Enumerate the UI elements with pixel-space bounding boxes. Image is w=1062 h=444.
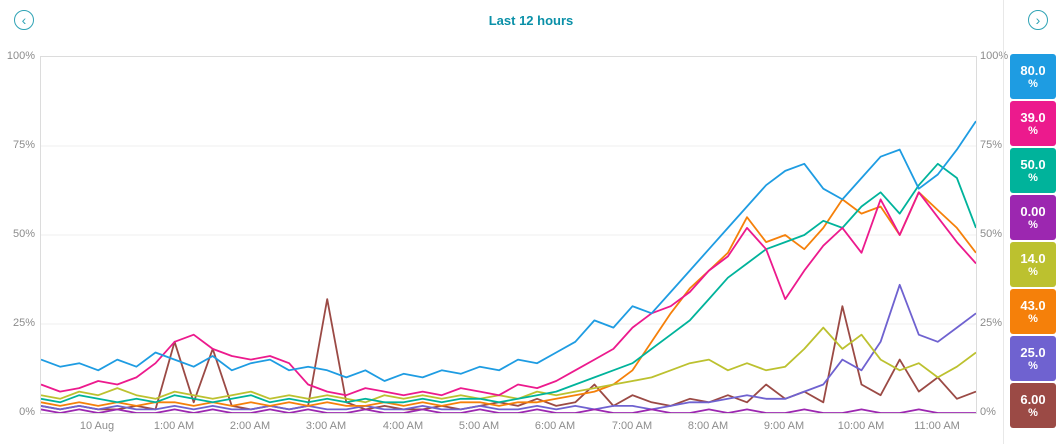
y-tick-label-left: 100%	[6, 50, 35, 62]
panel-divider	[1003, 0, 1004, 444]
y-tick-label-left: 75%	[12, 139, 35, 151]
legend-value: 39.0	[1020, 109, 1046, 125]
x-tick-label: 2:00 AM	[229, 420, 271, 432]
legend-badge-olive: 14.0%	[1010, 242, 1056, 287]
legend-badge-teal: 50.0%	[1010, 148, 1056, 193]
x-tick-label: 1:00 AM	[153, 420, 195, 432]
legend-badge-orange: 43.0%	[1010, 289, 1056, 334]
legend-value: 50.0	[1020, 156, 1046, 172]
series-line-pink	[41, 191, 976, 397]
legend-unit: %	[1028, 406, 1038, 419]
legend-value: 80.0	[1020, 62, 1046, 78]
chevron-right-icon: ›	[1035, 11, 1041, 28]
plot-area[interactable]	[40, 56, 977, 414]
x-tick-label: 11:00 AM	[914, 420, 960, 432]
next-period-button[interactable]: ›	[1028, 10, 1048, 30]
legend-unit: %	[1028, 77, 1038, 90]
legend-badge-violet: 25.0%	[1010, 336, 1056, 381]
legend-column: 80.0% 39.0% 50.0% 0.00% 14.0% 43.0% 25.0% 6.00%	[1010, 54, 1056, 428]
x-tick-label: 4:00 AM	[382, 420, 424, 432]
line-chart	[41, 120, 976, 413]
y-tick-label-right: 75%	[980, 139, 1003, 151]
x-tick-label: 3:00 AM	[305, 420, 347, 432]
y-tick-label-left: 25%	[12, 317, 35, 329]
legend-unit: %	[1028, 312, 1038, 325]
legend-badge-maroon: 6.00%	[1010, 383, 1056, 428]
series-line-orange	[41, 191, 976, 407]
legend-unit: %	[1028, 124, 1038, 137]
legend-unit: %	[1028, 265, 1038, 278]
y-tick-label-left: 50%	[12, 228, 35, 240]
chart-title: Last 12 hours	[488, 13, 574, 28]
legend-value: 14.0	[1020, 250, 1046, 266]
legend-value: 6.00	[1020, 391, 1046, 407]
x-tick-label: 7:00 AM	[611, 420, 653, 432]
x-tick-label: 6:00 AM	[534, 420, 576, 432]
legend-value: 0.00	[1020, 203, 1046, 219]
y-tick-label-left: 0%	[19, 406, 35, 418]
legend-badge-purple: 0.00%	[1010, 195, 1056, 240]
x-tick-label: 10:00 AM	[837, 420, 885, 432]
series-line-purple	[41, 408, 976, 413]
x-tick-label: 9:00 AM	[763, 420, 805, 432]
legend-unit: %	[1028, 218, 1038, 231]
series-line-blue	[41, 120, 976, 382]
prev-period-button[interactable]: ‹	[14, 10, 34, 30]
legend-badge-pink: 39.0%	[1010, 101, 1056, 146]
y-tick-label-right: 25%	[980, 317, 1003, 329]
y-tick-label-right: 100%	[980, 50, 1009, 62]
y-tick-label-right: 0%	[980, 406, 996, 418]
y-tick-label-right: 50%	[980, 228, 1003, 240]
chevron-left-icon: ‹	[21, 11, 27, 28]
legend-value: 25.0	[1020, 344, 1046, 360]
x-tick-label: 8:00 AM	[687, 420, 729, 432]
legend-unit: %	[1028, 359, 1038, 372]
series-line-olive	[41, 326, 976, 404]
legend-unit: %	[1028, 171, 1038, 184]
legend-badge-blue: 80.0%	[1010, 54, 1056, 99]
x-tick-label: 10 Aug	[79, 420, 115, 432]
legend-value: 43.0	[1020, 297, 1046, 313]
series-line-violet	[41, 283, 976, 411]
series-line-teal	[41, 162, 976, 404]
x-tick-label: 5:00 AM	[458, 420, 500, 432]
